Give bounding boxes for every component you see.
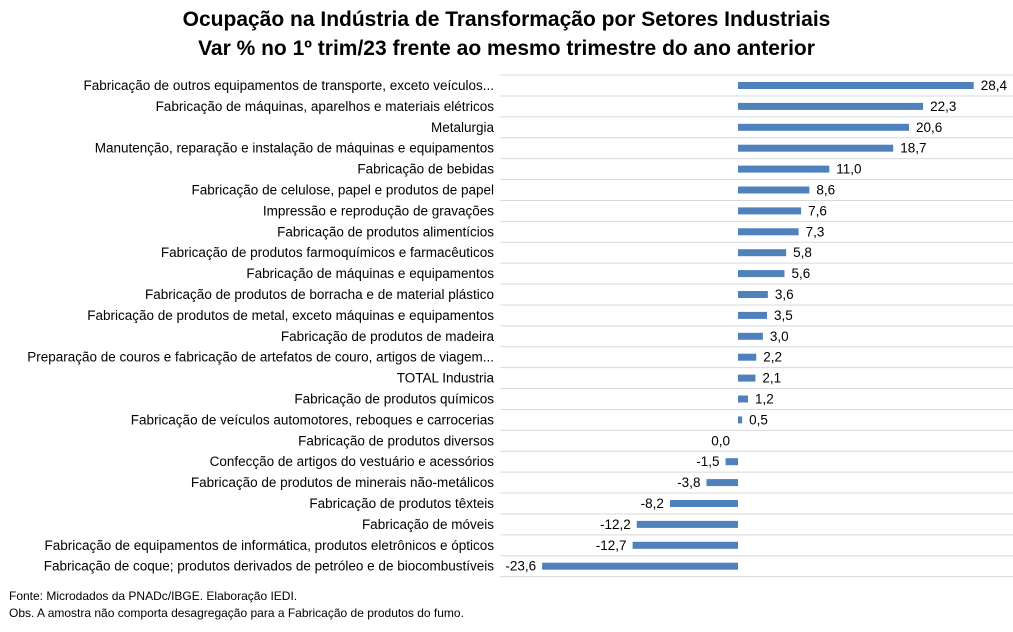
- chart-subtitle: Var % no 1º trim/23 frente ao mesmo trim…: [198, 37, 815, 60]
- data-label: 22,3: [930, 99, 956, 114]
- category-label: Fabricação de veículos automotores, rebo…: [131, 412, 494, 427]
- category-label: Fabricação de bebidas: [357, 162, 494, 177]
- data-label: 2,1: [762, 371, 781, 386]
- category-label: Metalurgia: [431, 120, 495, 135]
- source-note: Fonte: Microdados da PNADc/IBGE. Elabora…: [9, 589, 298, 603]
- bar: [738, 144, 894, 152]
- bar: [738, 395, 748, 403]
- category-label: Manutenção, reparação e instalação de má…: [95, 141, 495, 156]
- category-label: Fabricação de máquinas, aparelhos e mate…: [156, 99, 495, 114]
- data-label: 3,0: [770, 329, 789, 344]
- category-label: Fabricação de produtos alimentícios: [277, 224, 494, 239]
- bar: [669, 500, 738, 507]
- category-label: Fabricação de celulose, papel e produtos…: [192, 183, 494, 198]
- data-label: -12,2: [600, 517, 631, 532]
- category-label: Fabricação de produtos de borracha e de …: [145, 287, 494, 302]
- category-label: Fabricação de produtos farmoquímicos e f…: [161, 245, 494, 260]
- data-label: 3,6: [775, 287, 794, 302]
- data-label: 7,6: [808, 203, 827, 218]
- data-label: 11,0: [836, 162, 861, 177]
- bar: [738, 165, 830, 173]
- bar: [738, 374, 756, 382]
- chart-title: Ocupação na Indústria de Transformação p…: [182, 8, 831, 31]
- category-label: Fabricação de outros equipamentos de tra…: [84, 78, 494, 93]
- bar: [738, 102, 924, 110]
- data-label: 3,5: [774, 308, 793, 323]
- bar: [738, 249, 787, 257]
- data-label: 5,6: [791, 266, 810, 281]
- bar: [542, 562, 738, 570]
- data-label: -3,8: [677, 475, 700, 490]
- bar: [738, 291, 768, 298]
- category-label: TOTAL Industria: [397, 371, 495, 386]
- category-label: Fabricação de produtos de metal, exceto …: [87, 308, 494, 323]
- category-label: Fabricação de coque; produtos derivados …: [44, 559, 495, 574]
- bar: [738, 186, 810, 194]
- data-label: -8,2: [641, 496, 664, 511]
- bar-chart: Fabricação de outros equipamentos de tra…: [27, 74, 1013, 578]
- category-label: Fabricação de produtos químicos: [294, 392, 494, 407]
- data-label: -23,6: [505, 559, 536, 574]
- data-label: 5,8: [793, 245, 812, 260]
- data-label: 20,6: [916, 120, 942, 135]
- data-label: 18,7: [900, 141, 926, 156]
- category-label: Fabricação de produtos diversos: [298, 433, 494, 448]
- category-label: Fabricação de equipamentos de informátic…: [44, 538, 494, 553]
- bar: [738, 353, 757, 361]
- bar: [738, 82, 974, 89]
- data-label: 8,6: [816, 183, 835, 198]
- sample-note: Obs. A amostra não comporta desagregação…: [9, 606, 464, 620]
- data-label: 1,2: [755, 392, 774, 407]
- category-label: Fabricação de produtos de madeira: [281, 329, 495, 344]
- category-label: Preparação de couros e fabricação de art…: [27, 350, 494, 365]
- bar: [632, 541, 738, 549]
- category-label: Fabricação de produtos de minerais não-m…: [191, 475, 494, 490]
- bar: [738, 123, 909, 131]
- category-label: Impressão e reprodução de gravações: [263, 203, 494, 218]
- bar: [738, 228, 799, 236]
- bar: [706, 479, 738, 487]
- category-label: Fabricação de produtos têxteis: [309, 496, 494, 511]
- data-label: -12,7: [596, 538, 627, 553]
- data-label: 7,3: [806, 224, 825, 239]
- bar: [738, 207, 802, 215]
- bar: [738, 270, 785, 278]
- data-label: 2,2: [763, 350, 782, 365]
- bar: [738, 332, 763, 340]
- bar: [738, 311, 768, 319]
- category-label: Fabricação de máquinas e equipamentos: [246, 266, 494, 281]
- category-label: Confecção de artigos do vestuário e aces…: [210, 454, 495, 469]
- category-label: Fabricação de móveis: [362, 517, 494, 532]
- bar: [725, 458, 738, 466]
- bar: [636, 520, 738, 528]
- bar: [738, 416, 743, 424]
- data-label: 28,4: [981, 78, 1008, 93]
- data-label: 0,5: [749, 412, 768, 427]
- data-label: -1,5: [696, 454, 719, 469]
- data-label: 0,0: [711, 433, 730, 448]
